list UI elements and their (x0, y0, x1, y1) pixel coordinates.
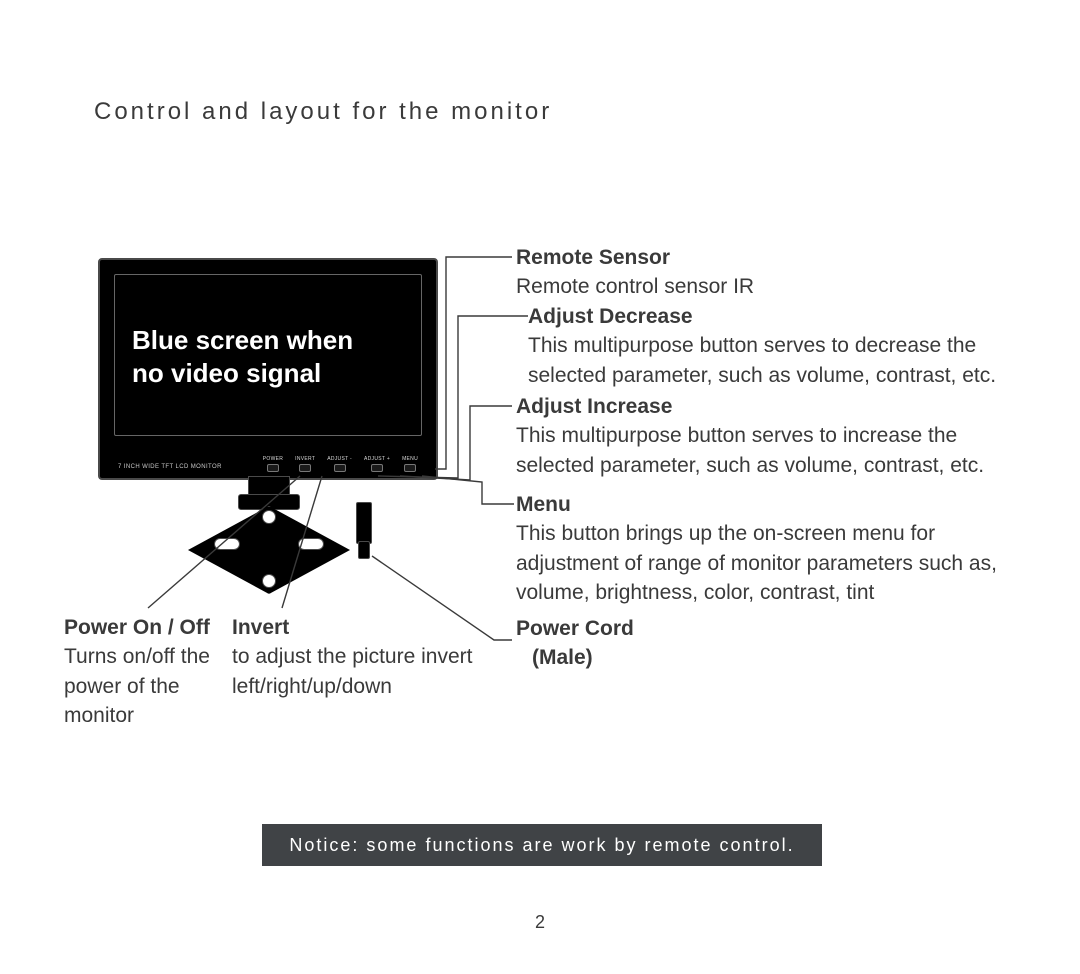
monitor-diagram: Blue screen when no video signal 7 INCH … (98, 258, 438, 480)
monitor-btn-menu: MENU (402, 456, 418, 472)
button-icon (371, 464, 383, 472)
callout-body: This multipurpose button serves to incre… (516, 421, 1026, 480)
callout-heading: Menu (516, 490, 1026, 519)
callout-heading: Power Cord (516, 614, 1026, 643)
callout-body: This button brings up the on-screen menu… (516, 519, 1026, 607)
stand-slot-icon (214, 538, 240, 550)
monitor-btn-invert-label: INVERT (295, 456, 315, 462)
callout-menu: Menu This button brings up the on-screen… (516, 490, 1026, 608)
monitor-btn-dec: ADJUST - (327, 456, 352, 472)
monitor-btn-invert: INVERT (295, 456, 315, 472)
power-connector (356, 502, 372, 544)
stand-slot-icon (298, 538, 324, 550)
button-icon (267, 464, 279, 472)
page-number: 2 (0, 912, 1080, 933)
screen-text-line2: no video signal (132, 358, 321, 388)
monitor-btn-inc-label: ADJUST + (364, 456, 390, 462)
monitor-bezel: Blue screen when no video signal 7 INCH … (98, 258, 438, 480)
callout-invert: Invert to adjust the picture invert left… (232, 613, 482, 701)
callout-remote-sensor: Remote Sensor Remote control sensor IR (516, 243, 1026, 302)
callout-heading-line2: (Male) (516, 643, 1026, 672)
button-icon (334, 464, 346, 472)
monitor-btn-inc: ADJUST + (364, 456, 390, 472)
callout-body: This multipurpose button serves to decre… (528, 331, 1026, 390)
power-connector-tip (358, 541, 370, 559)
monitor-btn-dec-label: ADJUST - (327, 456, 352, 462)
callout-adjust-decrease: Adjust Decrease This multipurpose button… (528, 302, 1026, 390)
manual-page: Control and layout for the monitor Blue … (0, 0, 1080, 974)
monitor-button-row: POWER INVERT ADJUST - ADJUST + MENU (263, 456, 418, 472)
callout-body: to adjust the picture invert left/right/… (232, 642, 482, 701)
callout-power: Power On / Off Turns on/off the power of… (64, 613, 234, 731)
screen-text-line1: Blue screen when (132, 325, 353, 355)
callout-body: Turns on/off the power of the monitor (64, 642, 234, 730)
notice-text: Notice: some functions are work by remot… (289, 835, 794, 856)
monitor-bezel-label: 7 INCH WIDE TFT LCD MONITOR (118, 464, 222, 470)
monitor-screen-text: Blue screen when no video signal (132, 324, 404, 389)
callout-adjust-increase: Adjust Increase This multipurpose button… (516, 392, 1026, 480)
monitor-btn-menu-label: MENU (402, 456, 418, 462)
callout-heading: Adjust Increase (516, 392, 1026, 421)
callout-heading: Invert (232, 613, 482, 642)
notice-bar: Notice: some functions are work by remot… (262, 824, 822, 866)
callout-heading: Adjust Decrease (528, 302, 1026, 331)
button-icon (299, 464, 311, 472)
callout-heading: Power On / Off (64, 613, 234, 642)
callout-heading: Remote Sensor (516, 243, 1026, 272)
callout-body: Remote control sensor IR (516, 272, 1026, 301)
callout-power-cord: Power Cord (Male) (516, 614, 1026, 673)
stand-screw-icon (262, 574, 276, 588)
monitor-btn-power: POWER (263, 456, 283, 472)
button-icon (404, 464, 416, 472)
monitor-btn-power-label: POWER (263, 456, 283, 462)
page-title: Control and layout for the monitor (94, 98, 552, 126)
stand-screw-icon (262, 510, 276, 524)
